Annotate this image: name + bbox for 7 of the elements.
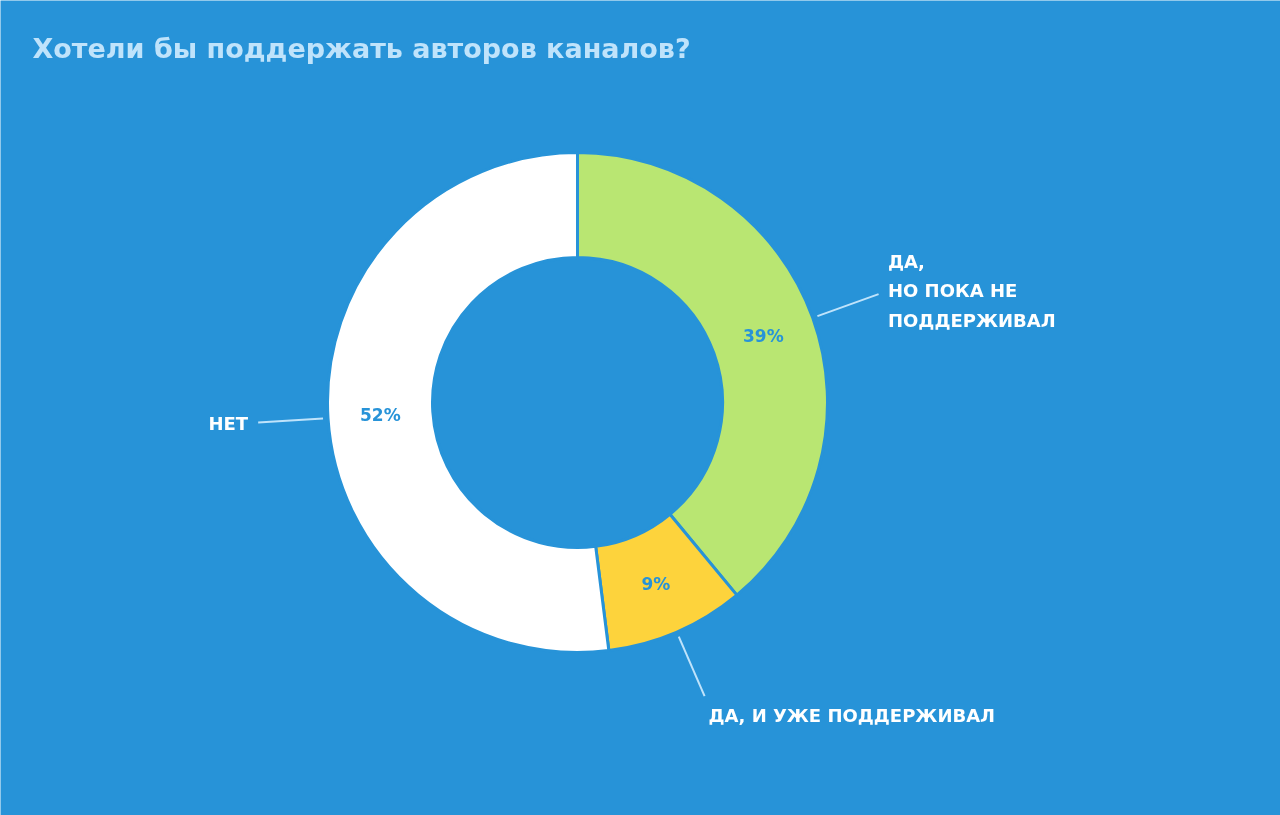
chart-title: Хотели бы поддержать авторов каналов? bbox=[32, 33, 691, 64]
slice-label: НЕТ bbox=[208, 412, 249, 434]
data-label: 52% bbox=[360, 404, 401, 425]
data-label: 9% bbox=[641, 573, 671, 594]
slice-label: ДА, НО ПОКА НЕ ПОДДЕРЖИВАЛ bbox=[887, 250, 1056, 331]
data-label: 39% bbox=[742, 325, 784, 346]
slice-label: ДА, И УЖЕ ПОДДЕРЖИВАЛ bbox=[708, 705, 996, 727]
